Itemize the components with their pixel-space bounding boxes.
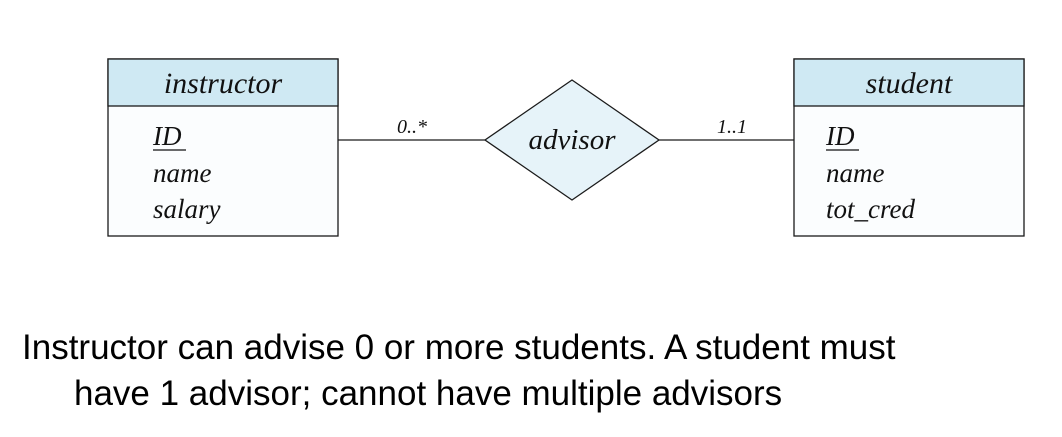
diagram-caption: Instructor can advise 0 or more students… — [0, 325, 1062, 417]
student-entity: student ID name tot_cred — [793, 58, 1025, 237]
advisor-diamond — [483, 79, 661, 201]
caption-line-1: Instructor can advise 0 or more students… — [22, 328, 896, 367]
instructor-attr-id: ID — [152, 121, 182, 151]
student-attr-name: name — [826, 158, 884, 188]
instructor-attr-name: name — [153, 158, 211, 188]
student-entity-title: student — [866, 67, 953, 100]
caption-line-2: have 1 advisor; cannot have multiple adv… — [74, 374, 783, 413]
instructor-entity-header — [107, 58, 339, 107]
student-entity-header — [793, 58, 1025, 107]
student-cardinality: 1..1 — [717, 116, 747, 138]
instructor-attr-salary: salary — [153, 194, 221, 224]
student-attr-id: ID — [825, 121, 855, 151]
advisor-label: advisor — [529, 124, 617, 156]
advisor-relationship: advisor — [483, 79, 661, 201]
instructor-entity-title: instructor — [164, 67, 283, 100]
student-attr-tot-cred: tot_cred — [826, 194, 915, 224]
instructor-cardinality: 0..* — [397, 116, 427, 138]
instructor-entity: instructor ID name salary — [107, 58, 339, 237]
